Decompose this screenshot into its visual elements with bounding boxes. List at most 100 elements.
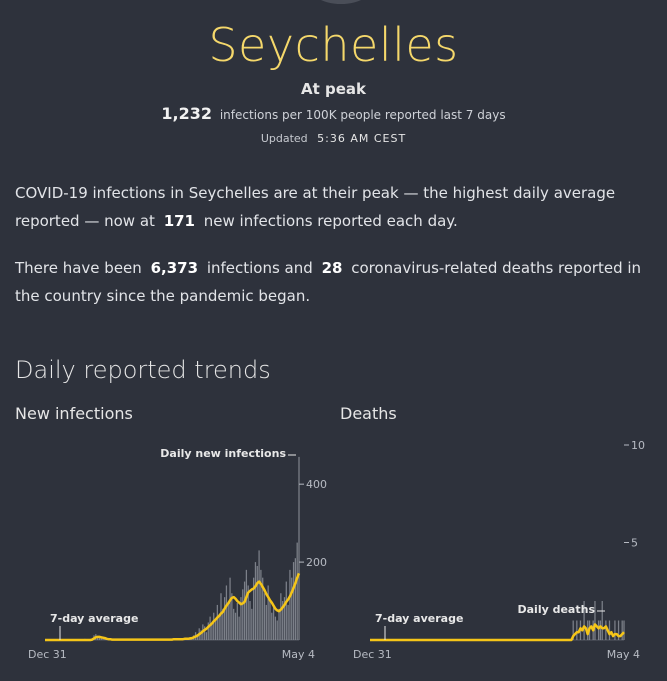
- summary-p1-text-a: COVID-19 infections in Seychelles are at…: [15, 184, 616, 230]
- infections-daily-bar: [100, 637, 102, 640]
- infections-daily-bar: [287, 604, 289, 640]
- infections-daily-bar: [274, 616, 277, 640]
- infections-average-annotation: 7-day average: [50, 612, 138, 625]
- deaths-chart-title: Deaths: [340, 404, 397, 423]
- infections-daily-bar: [211, 624, 213, 640]
- infections-y-tick-label: 200: [306, 556, 327, 569]
- infections-chart-title: New infections: [15, 404, 133, 423]
- summary-p2-text-c: coronavirus-related deaths reported in t…: [15, 259, 642, 305]
- infections-daily-bar: [247, 585, 249, 640]
- rate-line: 1,232 infections per 100K people reporte…: [0, 104, 667, 123]
- infections-y-tick-label: 400: [306, 478, 327, 491]
- rate-text: infections per 100K people reported last…: [219, 108, 506, 122]
- status-label: At peak: [300, 80, 366, 98]
- deaths-daily-bar: [614, 620, 616, 640]
- infections-daily-bar: [294, 558, 297, 640]
- infections-daily-bar: [222, 608, 224, 640]
- infections-daily-bar: [243, 581, 246, 640]
- infections-daily-bar: [234, 612, 237, 640]
- summary-paragraph-1: COVID-19 infections in Seychelles are at…: [15, 179, 667, 235]
- infections-daily-bar: [256, 565, 258, 640]
- infections-daily-bar: [205, 632, 208, 640]
- infections-daily-bar: [240, 597, 242, 640]
- infections-daily-bar: [271, 612, 273, 640]
- infections-daily-bar: [209, 616, 211, 640]
- infections-daily-bar: [285, 581, 287, 640]
- infections-daily-bar: [204, 626, 206, 640]
- total-infections-value: 6,373: [150, 259, 199, 277]
- infections-daily-bar: [296, 542, 298, 640]
- deaths-daily-bar: [576, 620, 578, 640]
- deaths-daily-bar: [617, 620, 620, 640]
- infections-daily-bar: [278, 608, 280, 640]
- deaths-daily-bar: [599, 620, 602, 640]
- infections-daily-bar: [282, 601, 284, 640]
- infections-daily-bar: [249, 601, 251, 640]
- deaths-bar-annotation: Daily deaths: [518, 603, 596, 616]
- infections-daily-bar: [218, 614, 220, 640]
- infections-x-end-label: May 4: [282, 648, 315, 661]
- deaths-y-tick-label: 10: [631, 439, 645, 452]
- infections-daily-bar: [236, 602, 238, 640]
- infections-daily-bar: [242, 589, 244, 640]
- deaths-daily-bar: [621, 620, 623, 640]
- infections-daily-bar: [207, 622, 209, 640]
- infections-daily-bar: [263, 593, 266, 640]
- deaths-daily-bar: [594, 601, 596, 640]
- deaths-x-end-label: May 4: [607, 648, 640, 661]
- deaths-average-annotation: 7-day average: [375, 612, 463, 625]
- infections-daily-bar: [291, 577, 293, 640]
- infections-daily-bar: [102, 638, 104, 640]
- infections-average-line: [45, 572, 301, 642]
- deaths-daily-bar: [597, 620, 600, 640]
- deaths-daily-bar: [601, 601, 603, 640]
- infections-daily-bar: [223, 597, 226, 640]
- infections-daily-bar: [265, 604, 267, 640]
- infections-daily-bar: [213, 612, 215, 640]
- summary-p2-text-a: There have been: [15, 259, 142, 277]
- infections-daily-bar: [272, 604, 275, 640]
- infections-x-start-label: Dec 31: [28, 648, 67, 661]
- infections-daily-bar: [280, 593, 282, 640]
- infections-daily-bar: [200, 630, 202, 640]
- infections-daily-bar: [298, 456, 300, 640]
- infections-daily-bar: [253, 577, 255, 640]
- infections-daily-bar: [214, 618, 217, 640]
- summary-paragraph-2: There have been 6,373 infections and 28 …: [15, 254, 667, 310]
- infections-daily-bar: [260, 569, 262, 640]
- section-title: Daily reported trends: [15, 356, 271, 384]
- avatar-arc: [306, 0, 376, 4]
- summary-p1-text-b: new infections reported each day.: [203, 212, 458, 230]
- infections-daily-bar: [269, 601, 271, 640]
- infections-daily-bar: [254, 562, 257, 640]
- infections-daily-bar: [267, 585, 269, 640]
- deaths-daily-bar: [605, 620, 607, 640]
- updated-line: Updated 5:36 AM CEST: [0, 132, 667, 145]
- deaths-y-tick-label: 5: [631, 537, 638, 550]
- rate-value: 1,232: [161, 104, 213, 123]
- infections-daily-bar: [289, 569, 291, 640]
- infections-daily-bar: [227, 602, 229, 640]
- infections-daily-bar: [225, 585, 228, 640]
- infections-daily-bar: [262, 577, 264, 640]
- infections-daily-bar: [258, 550, 260, 640]
- infections-daily-bar: [238, 616, 240, 640]
- infections-daily-bar: [216, 604, 218, 640]
- infections-daily-bar: [231, 593, 233, 640]
- deaths-x-start-label: Dec 31: [353, 648, 392, 661]
- infections-daily-bar: [245, 569, 248, 640]
- updated-label: Updated: [260, 132, 308, 145]
- deaths-daily-bar: [623, 620, 625, 640]
- deaths-daily-bar: [572, 620, 574, 640]
- infections-daily-bar: [276, 620, 278, 640]
- infections-daily-bar: [229, 577, 231, 640]
- deaths-daily-bar: [583, 601, 585, 640]
- infections-daily-bar: [220, 593, 222, 640]
- daily-average-value: 171: [163, 212, 195, 230]
- summary-p2-text-b: infections and: [206, 259, 313, 277]
- infections-daily-bar: [233, 608, 235, 640]
- infections-daily-bar: [292, 562, 295, 640]
- total-deaths-value: 28: [321, 259, 343, 277]
